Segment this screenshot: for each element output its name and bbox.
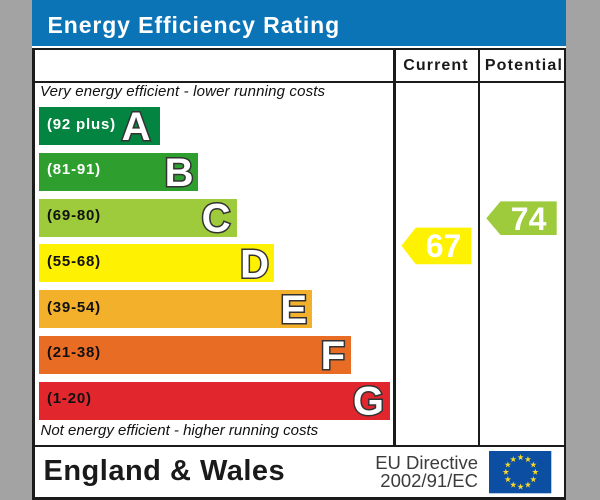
svg-text:C: C — [202, 197, 231, 241]
svg-text:74: 74 — [511, 201, 547, 237]
svg-text:G: G — [353, 380, 384, 424]
svg-text:A: A — [122, 105, 151, 149]
svg-text:67: 67 — [426, 228, 462, 264]
svg-text:B: B — [165, 151, 194, 195]
svg-text:D: D — [240, 242, 269, 286]
svg-text:E: E — [280, 288, 307, 332]
svg-text:F: F — [321, 334, 345, 378]
